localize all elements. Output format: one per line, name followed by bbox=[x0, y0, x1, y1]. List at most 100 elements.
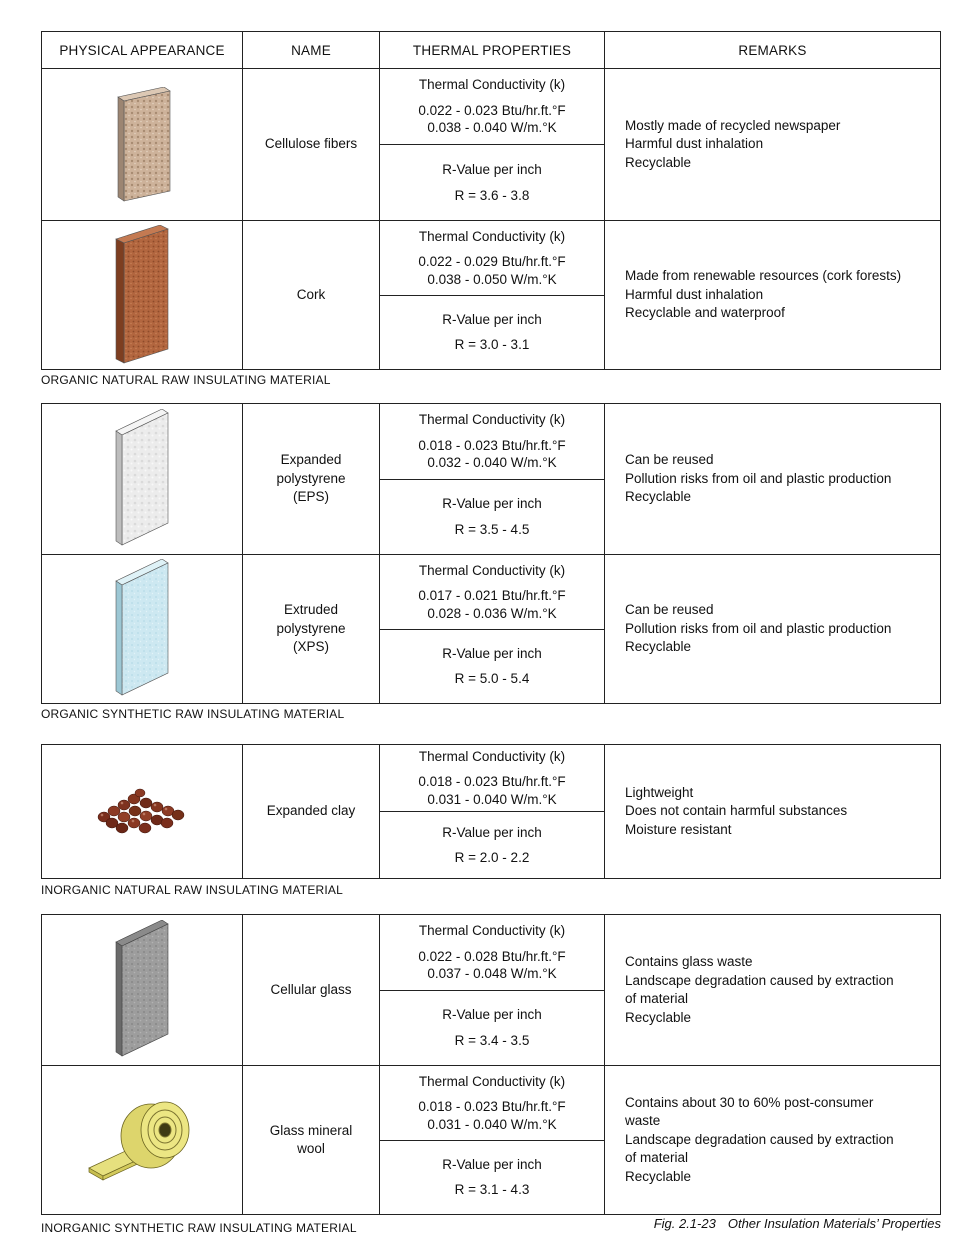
r-value-label: R-Value per inch bbox=[442, 1156, 542, 1172]
group-caption: INORGANIC NATURAL RAW INSULATING MATERIA… bbox=[41, 883, 344, 897]
cork-board-image bbox=[115, 225, 169, 364]
material-name: Cellular glass bbox=[243, 915, 380, 1065]
figure-number: Fig. 2.1-23 bbox=[653, 1216, 716, 1231]
table-row: Cellular glass Thermal Conductivity (k) … bbox=[42, 915, 940, 1065]
materials-table-organic-synthetic: Expanded polystyrene (EPS) Thermal Conduct… bbox=[41, 403, 941, 704]
thermal-conductivity-label: Thermal Conductivity (k) bbox=[418, 748, 566, 764]
remark-line: Can be reused bbox=[625, 602, 714, 618]
material-name: Expanded polystyrene (EPS) bbox=[243, 404, 380, 554]
group-caption: INORGANIC SYNTHETIC RAW INSULATING MATER… bbox=[41, 1221, 357, 1235]
xps-board-image bbox=[115, 559, 169, 696]
remarks-cell: Can be reused Pollution risks from oil a… bbox=[605, 404, 940, 554]
table-row: Expanded clay Thermal Conductivity (k) 0… bbox=[42, 745, 940, 878]
remark-line: Recyclable bbox=[625, 1168, 692, 1184]
remark-line: Does not contain harmful substances bbox=[625, 803, 848, 819]
r-value-label: R-Value per inch bbox=[442, 824, 542, 840]
materials-table-organic-natural: PHYSICAL APPEARANCE NAME THERMAL PROPERT… bbox=[41, 31, 941, 370]
r-value-block: R-Value per inch R = 3.0 - 3.1 bbox=[380, 296, 604, 370]
conductivity-metric: 0.031 - 0.040 W/m.°K bbox=[427, 1116, 557, 1132]
table-header: PHYSICAL APPEARANCE NAME THERMAL PROPERT… bbox=[42, 32, 940, 69]
conductivity-imperial: 0.022 - 0.028 Btu/hr.ft.°F bbox=[418, 948, 566, 964]
thermal-properties-cell: Thermal Conductivity (k) 0.017 - 0.021 B… bbox=[380, 555, 605, 703]
materials-table-inorganic-synthetic: Cellular glass Thermal Conductivity (k) … bbox=[41, 914, 941, 1215]
thermal-conductivity-block: Thermal Conductivity (k) 0.022 - 0.023 B… bbox=[380, 69, 604, 145]
material-image-cell bbox=[42, 221, 243, 369]
remark-line: Recyclable bbox=[625, 154, 692, 170]
remark-line: Can be reused bbox=[625, 452, 714, 468]
r-value-block: R-Value per inch R = 2.0 - 2.2 bbox=[380, 812, 604, 878]
remark-line: Harmful dust inhalation bbox=[625, 286, 764, 302]
remark-line: Moisture resistant bbox=[625, 821, 732, 837]
remarks-cell: Can be reused Pollution risks from oil a… bbox=[605, 555, 940, 703]
thermal-conductivity-block: Thermal Conductivity (k) 0.022 - 0.029 B… bbox=[380, 221, 604, 296]
conductivity-imperial: 0.018 - 0.023 Btu/hr.ft.°F bbox=[418, 437, 566, 453]
material-name: Glass mineral wool bbox=[243, 1066, 380, 1214]
conductivity-metric: 0.032 - 0.040 W/m.°K bbox=[427, 455, 557, 470]
thermal-conductivity-block: Thermal Conductivity (k) 0.018 - 0.023 B… bbox=[380, 404, 604, 480]
cellular-glass-board-image bbox=[115, 920, 169, 1057]
material-image-cell bbox=[42, 69, 243, 220]
thermal-conductivity-block: Thermal Conductivity (k) 0.017 - 0.021 B… bbox=[380, 555, 604, 630]
r-value-block: R-Value per inch R = 5.0 - 5.4 bbox=[380, 630, 604, 704]
remark-line: Harmful dust inhalation bbox=[625, 136, 764, 152]
conductivity-imperial: 0.022 - 0.029 Btu/hr.ft.°F bbox=[418, 254, 566, 269]
r-value: R = 3.0 - 3.1 bbox=[454, 337, 530, 353]
header-thermal-properties: THERMAL PROPERTIES bbox=[380, 32, 605, 68]
thermal-conductivity-block: Thermal Conductivity (k) 0.022 - 0.028 B… bbox=[380, 915, 604, 991]
remarks-cell: Mostly made of recycled newspaper Harmfu… bbox=[605, 69, 940, 220]
r-value: R = 2.0 - 2.2 bbox=[454, 850, 530, 865]
remark-line: Mostly made of recycled newspaper bbox=[625, 117, 841, 133]
header-remarks: REMARKS bbox=[738, 42, 807, 58]
remark-line: Contains glass waste bbox=[625, 954, 753, 969]
remark-line: Pollution risks from oil and plastic pro… bbox=[625, 470, 892, 486]
thermal-properties-cell: Thermal Conductivity (k) 0.022 - 0.028 B… bbox=[380, 915, 605, 1065]
material-image-cell bbox=[42, 1066, 243, 1214]
table-row: Expanded polystyrene (EPS) Thermal Conduct… bbox=[42, 404, 940, 554]
thermal-properties-cell: Thermal Conductivity (k) 0.018 - 0.023 B… bbox=[380, 745, 605, 878]
material-name: Expanded clay bbox=[243, 745, 380, 878]
header-name: NAME bbox=[243, 32, 380, 68]
thermal-properties-cell: Thermal Conductivity (k) 0.022 - 0.029 B… bbox=[380, 221, 605, 369]
remark-line: Landscape degradation caused by extracti… bbox=[625, 972, 894, 988]
remark-line: Lightweight bbox=[625, 784, 694, 800]
thermal-properties-cell: Thermal Conductivity (k) 0.022 - 0.023 B… bbox=[380, 69, 605, 220]
thermal-conductivity-block: Thermal Conductivity (k) 0.018 - 0.023 B… bbox=[380, 1066, 604, 1141]
thermal-properties-cell: Thermal Conductivity (k) 0.018 - 0.023 B… bbox=[380, 404, 605, 554]
conductivity-metric: 0.031 - 0.040 W/m.°K bbox=[427, 791, 557, 807]
thermal-properties-cell: Thermal Conductivity (k) 0.018 - 0.023 B… bbox=[380, 1066, 605, 1214]
thermal-conductivity-label: Thermal Conductivity (k) bbox=[418, 77, 566, 93]
table-row: Cellulose fibers Thermal Conductivity (k… bbox=[42, 69, 940, 220]
material-image-cell bbox=[42, 404, 243, 554]
material-image-cell bbox=[42, 555, 243, 703]
material-image-cell bbox=[42, 745, 243, 878]
remark-line: waste bbox=[625, 1113, 661, 1129]
r-value: R = 3.5 - 4.5 bbox=[454, 521, 530, 537]
conductivity-imperial: 0.022 - 0.023 Btu/hr.ft.°F bbox=[418, 102, 566, 118]
material-image-cell bbox=[42, 915, 243, 1065]
r-value-block: R-Value per inch R = 3.4 - 3.5 bbox=[380, 991, 604, 1066]
remarks-cell: Made from renewable resources (cork fore… bbox=[605, 221, 940, 369]
remark-line: Landscape degradation caused by extracti… bbox=[625, 1131, 894, 1147]
r-value: R = 3.1 - 4.3 bbox=[454, 1182, 530, 1198]
r-value-label: R-Value per inch bbox=[442, 496, 542, 512]
conductivity-imperial: 0.017 - 0.021 Btu/hr.ft.°F bbox=[418, 588, 566, 603]
r-value-label: R-Value per inch bbox=[442, 645, 542, 661]
material-name: Extruded polystyrene (XPS) bbox=[243, 555, 380, 703]
table-row: Cork Thermal Conductivity (k) 0.022 - 0.… bbox=[42, 220, 940, 369]
material-name: Cellulose fibers bbox=[243, 69, 380, 220]
remark-line: Recyclable and waterproof bbox=[625, 305, 785, 321]
r-value-label: R-Value per inch bbox=[442, 162, 542, 177]
thermal-conductivity-label: Thermal Conductivity (k) bbox=[418, 228, 566, 244]
remarks-cell: Contains about 30 to 60% post-consumer w… bbox=[605, 1066, 940, 1214]
remarks-cell: Lightweight Does not contain harmful sub… bbox=[605, 745, 940, 878]
figure-caption: Fig. 2.1-23 Other Insulation Materials’ P… bbox=[654, 1216, 941, 1231]
remark-line: Recyclable bbox=[625, 1009, 692, 1025]
remark-line: of material bbox=[625, 1150, 689, 1166]
r-value: R = 3.6 - 3.8 bbox=[454, 187, 530, 203]
r-value: R = 5.0 - 5.4 bbox=[454, 671, 530, 687]
r-value-block: R-Value per inch R = 3.1 - 4.3 bbox=[380, 1141, 604, 1215]
r-value: R = 3.4 - 3.5 bbox=[454, 1032, 530, 1048]
remark-line: Recyclable bbox=[625, 489, 692, 505]
clay-pellets-image bbox=[97, 788, 185, 833]
remark-line: Pollution risks from oil and plastic pro… bbox=[625, 620, 892, 636]
